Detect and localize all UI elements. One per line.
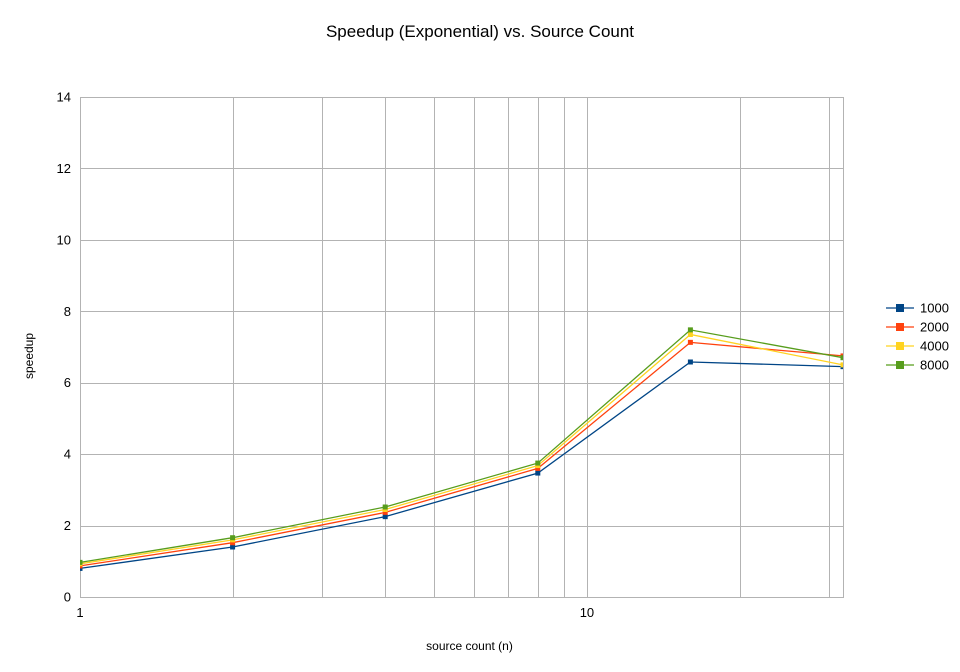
series-line [80,341,843,567]
data-point [687,359,693,365]
tick-labels: 0 2 4 6 8 10 12 14 1 10 [57,90,595,621]
legend-item: 4000 [886,339,949,354]
chart-title: Speedup (Exponential) vs. Source Count [325,22,635,41]
legend-item: 1000 [886,301,949,316]
y-tick-label: 10 [57,232,71,247]
y-tick-label: 0 [64,590,71,605]
series-line [80,333,843,565]
y-tick-label: 14 [57,90,71,105]
data-point [687,339,693,345]
legend-item: 8000 [886,358,949,373]
data-point [535,460,541,466]
series-line [80,361,843,570]
legend-item: 2000 [886,320,949,335]
data-point [840,355,843,361]
legend: 1000 2000 4000 8000 [886,301,949,373]
series-lines [80,327,843,571]
series-4000 [80,332,843,567]
legend-marker [896,361,904,369]
y-tick-label: 12 [57,161,71,176]
data-point [382,509,388,515]
legend-label: 8000 [920,358,949,373]
x-tick-label: 1 [76,605,83,620]
legend-label: 2000 [920,320,949,335]
data-point [230,535,236,541]
plot-frame [80,97,844,598]
y-axis-title: speedup [22,333,36,379]
y-tick-label: 2 [64,518,71,533]
x-axis-title: source count (n) [426,639,513,653]
data-point [230,544,236,550]
data-point [535,470,541,476]
data-point [687,327,693,333]
data-point [382,514,388,520]
data-point [840,362,843,368]
data-point [80,559,83,565]
data-point [535,465,541,471]
legend-label: 4000 [920,339,949,354]
series-8000 [80,327,843,565]
legend-marker [896,342,904,350]
legend-marker [896,304,904,312]
series-line [80,329,843,564]
y-tick-label: 8 [64,304,71,319]
data-point [687,332,693,337]
series-1000 [80,359,843,571]
x-tick-label: 10 [580,605,594,620]
y-tick-label: 6 [64,375,71,390]
gridlines [80,97,843,598]
y-tick-label: 4 [64,447,71,462]
legend-marker [896,323,904,331]
data-point [382,504,388,510]
legend-label: 1000 [920,301,949,316]
data-point [230,540,236,546]
